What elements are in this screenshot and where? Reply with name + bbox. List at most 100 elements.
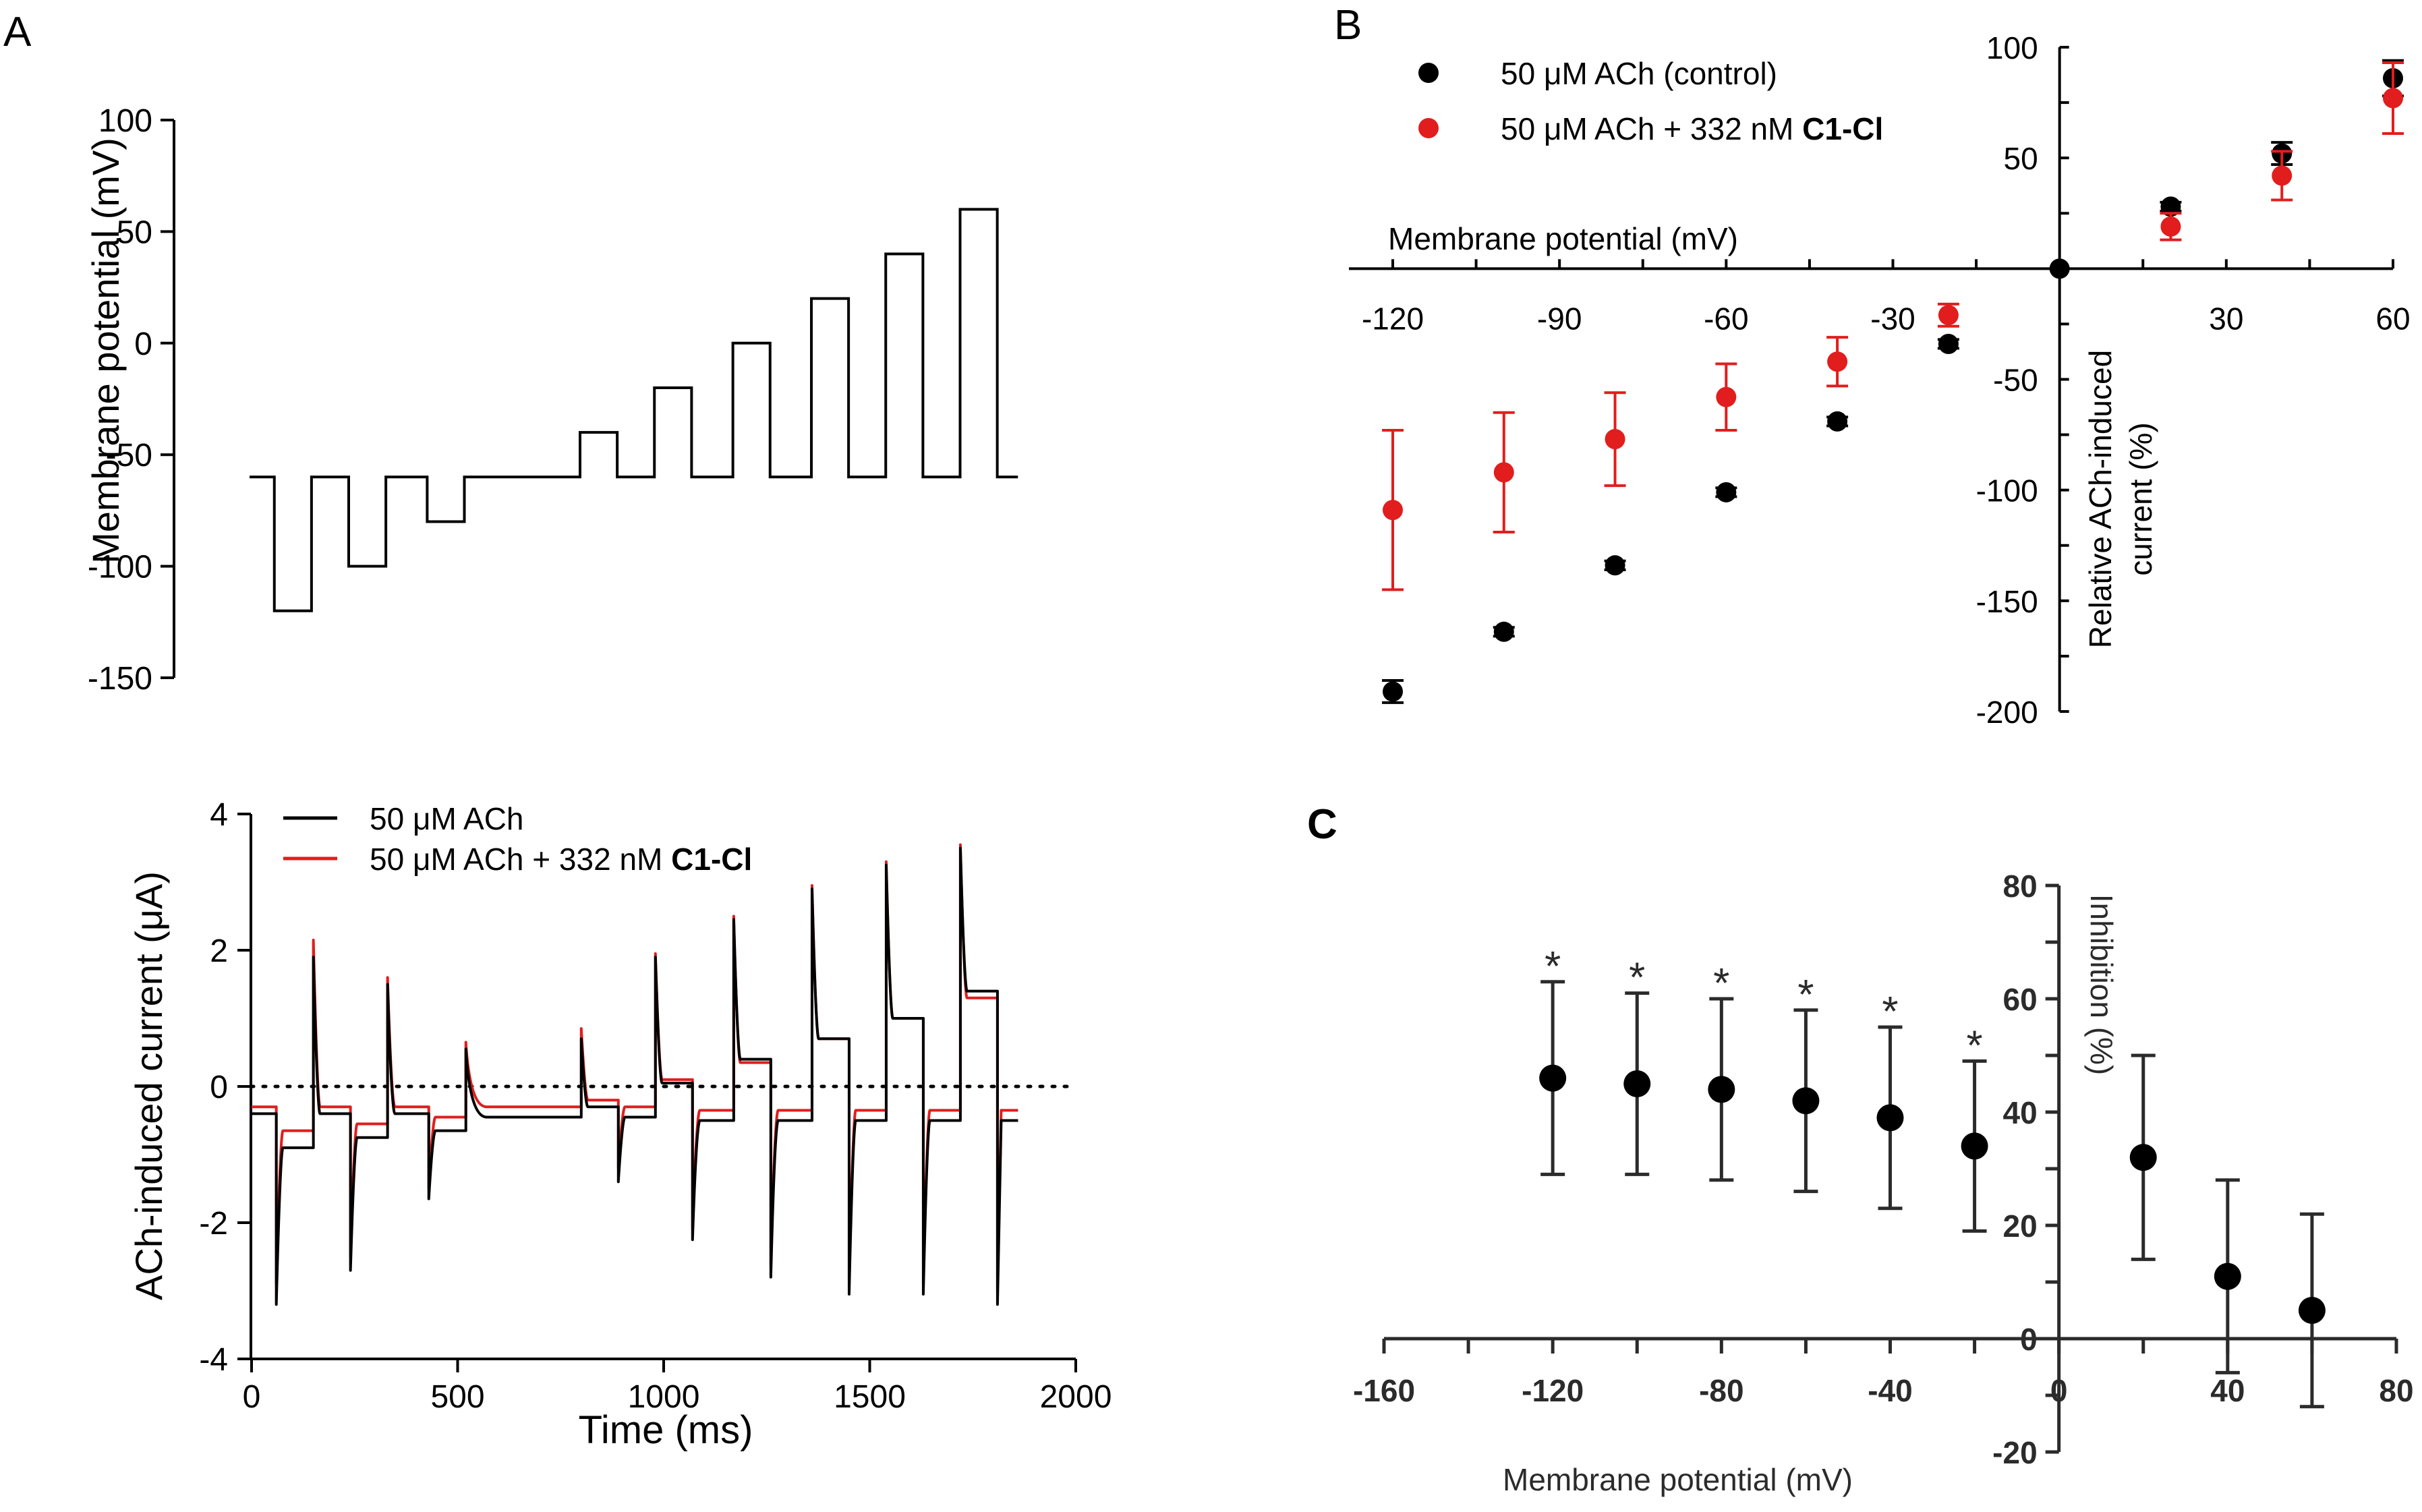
panel-b-ylabel-line2: current (%) [2123, 422, 2158, 575]
legend-a-red-label: 50 μM ACh + 332 nM C1-Cl [370, 842, 752, 877]
y-tick-label: 0 [134, 326, 152, 362]
data-point [2298, 1297, 2326, 1324]
legend-b-black-marker [1418, 63, 1439, 83]
current-trace [252, 846, 1018, 1306]
y-tick-label: -100 [1976, 473, 2038, 508]
data-point [1716, 482, 1737, 502]
data-point [1383, 681, 1403, 702]
y-tick-label: -2 [199, 1206, 228, 1242]
data-point [1961, 1132, 1988, 1160]
panel-c-inhibition-plot: -160 -120 -80 -40 0 40 80 80 60 40 20 0 -20 * * * * * * [1353, 869, 2414, 1470]
panel-a-top-ylabel: Membrane potential (mV) [84, 138, 127, 564]
y-tick-label: 100 [1986, 30, 2038, 65]
data-point [2214, 1262, 2241, 1290]
y-tick-label: 0 [2020, 1322, 2038, 1357]
panel-b-iv-plot: -120 -90 -60 -30 30 60 100 50 -50 -100 -150 -200 [1349, 30, 2411, 730]
y-tick-label: -100 [88, 550, 152, 585]
x-tick-label: 0 [2050, 1373, 2068, 1408]
data-point [2383, 88, 2403, 109]
data-point [1827, 351, 1848, 372]
panel-a-current-plot: 4 2 0 -2 -4 0 500 1000 1500 2000 [199, 797, 1112, 1415]
data-point [1383, 500, 1403, 521]
panel-c-ylabel: Inhibition (%) [2084, 894, 2119, 1075]
data-point [1493, 462, 1514, 483]
legend-b-red-label-compound: C1-Cl [1802, 111, 1883, 146]
significance-marker: * [1713, 960, 1729, 1007]
y-tick-label: 60 [2002, 982, 2037, 1017]
x-tick-label: 2000 [1040, 1379, 1112, 1415]
significance-marker: * [1545, 943, 1561, 990]
data-point [1827, 411, 1848, 432]
data-point [2160, 196, 2181, 217]
y-tick-label: 20 [2002, 1209, 2037, 1244]
y-tick-label: -50 [106, 438, 152, 473]
y-tick-label: -4 [199, 1342, 228, 1378]
significance-marker: * [1797, 972, 1814, 1018]
x-tick-label: 30 [2209, 301, 2243, 336]
data-point [1623, 1070, 1651, 1097]
current-trace [252, 843, 1018, 1292]
panel-a-bottom-ylabel: ACh-induced current (μA) [127, 871, 170, 1300]
significance-marker: * [1967, 1022, 1983, 1069]
y-tick-label: -20 [1992, 1435, 2037, 1470]
y-tick-label: 4 [210, 797, 228, 833]
y-tick-label: 80 [2002, 869, 2037, 904]
legend-b-black-label: 50 μM ACh (control) [1501, 56, 1777, 91]
x-tick-label: -60 [1704, 301, 1748, 336]
x-tick-label: -80 [1699, 1373, 1743, 1408]
y-tick-label: 50 [117, 214, 152, 250]
legend-b-red-marker [1418, 118, 1439, 138]
x-tick-label: 40 [2210, 1373, 2245, 1408]
y-tick-label: -150 [88, 661, 152, 697]
x-tick-label: -40 [1868, 1373, 1912, 1408]
data-point [2160, 216, 2181, 237]
significance-marker: * [1629, 955, 1645, 1001]
data-point [1708, 1076, 1735, 1103]
data-point [1605, 429, 1625, 450]
y-tick-label: -50 [1993, 363, 2038, 398]
panel-b-ylabel-line1: Relative ACh-induced [2083, 350, 2118, 648]
panel-a-bottom-xlabel: Time (ms) [579, 1408, 753, 1452]
panel-a-voltage-plot: 100 50 0 -50 -100 -150 [88, 103, 1018, 697]
x-tick-label: -30 [1870, 301, 1915, 336]
y-tick-label: -150 [1976, 584, 2038, 619]
y-tick-label: 2 [210, 933, 228, 969]
y-tick-label: -200 [1976, 695, 2038, 730]
x-tick-label: 80 [2379, 1373, 2413, 1408]
x-tick-label: -90 [1537, 301, 1582, 336]
data-point [1605, 555, 1625, 576]
data-point [1493, 621, 1514, 642]
data-point [1716, 386, 1737, 407]
legend-b-red-label: 50 μM ACh + 332 nM C1-Cl [1501, 111, 1883, 146]
x-tick-label: -160 [1353, 1373, 1415, 1408]
y-tick-label: 50 [2003, 141, 2038, 176]
x-tick-label: -120 [1522, 1373, 1584, 1408]
panel-c-xlabel: Membrane potential (mV) [1503, 1462, 1853, 1497]
data-point [2049, 258, 2070, 279]
legend-a-red-label-prefix: 50 μM ACh + 332 nM [370, 842, 671, 877]
data-point [2129, 1144, 2157, 1171]
data-point [1876, 1104, 1904, 1132]
panel-b-legend: 50 μM ACh (control) 50 μM ACh + 332 nM C… [1418, 56, 1883, 146]
voltage-trace [250, 208, 1018, 612]
panel-b-xlabel: Membrane potential (mV) [1388, 221, 1738, 256]
legend-a-black-label: 50 μM ACh [370, 801, 524, 836]
data-point [1938, 305, 1959, 326]
x-tick-label: 0 [243, 1379, 261, 1415]
x-tick-label: 1000 [628, 1379, 700, 1415]
panel-a-legend: 50 μM ACh 50 μM ACh + 332 nM C1-Cl [283, 801, 752, 877]
data-point [2272, 165, 2293, 186]
data-point [1539, 1064, 1567, 1092]
data-point [1792, 1087, 1820, 1115]
y-tick-label: 0 [210, 1070, 228, 1105]
panel-c-letter: C [1307, 801, 1337, 848]
y-tick-label: 100 [98, 103, 152, 139]
x-tick-label: 1500 [834, 1379, 906, 1415]
panel-b-letter: B [1334, 2, 1362, 49]
x-tick-label: -120 [1362, 301, 1424, 336]
panel-a-letter: A [3, 9, 32, 55]
legend-b-red-label-prefix: 50 μM ACh + 332 nM [1501, 111, 1802, 146]
y-tick-label: 40 [2002, 1095, 2037, 1130]
x-tick-label: 500 [430, 1379, 484, 1415]
